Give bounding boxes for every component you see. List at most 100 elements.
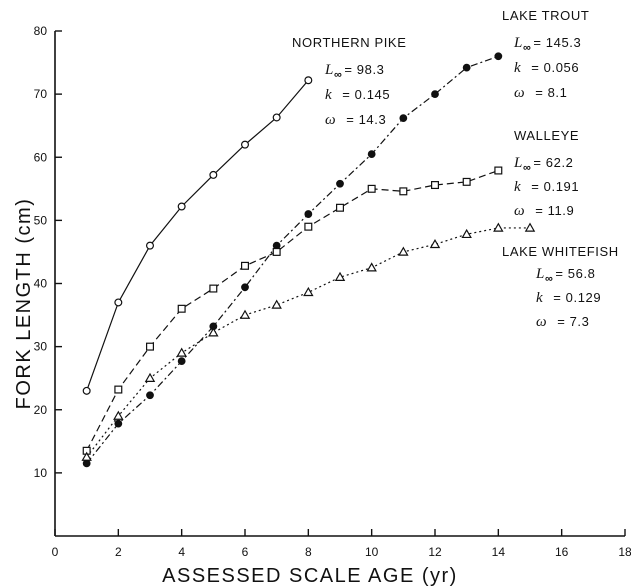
- walleye-point: [114, 385, 123, 394]
- x-axis-title: ASSESSED SCALE AGE (yr): [162, 565, 458, 587]
- lake-trout-point: [431, 90, 439, 99]
- param-symbol: ω: [325, 112, 336, 128]
- param-value: = 0.129: [553, 290, 601, 305]
- northern-pike-point: [272, 113, 281, 122]
- northern-pike-label: NORTHERN PIKE: [292, 35, 406, 50]
- param-value: = 8.1: [535, 85, 567, 100]
- lake-whitefish-point: [144, 372, 156, 382]
- lake-whitefish-point: [176, 347, 187, 357]
- lake-whitefish-point: [334, 271, 346, 281]
- lake-trout-param: ω = 8.1: [514, 85, 567, 101]
- param-symbol: ω: [536, 314, 547, 330]
- walleye-label: WALLEYE: [514, 128, 579, 143]
- northern-pike-param: L∞ = 98.3: [324, 62, 385, 81]
- lake-trout-point: [114, 419, 123, 428]
- lake-trout-point: [399, 114, 408, 123]
- northern-pike-param: k = 0.145: [325, 87, 390, 103]
- param-symbol: k: [536, 290, 543, 306]
- lake-whitefish-point: [398, 246, 409, 256]
- param-value: = 0.145: [342, 87, 390, 102]
- lake-trout-point: [462, 63, 471, 72]
- lake-whitefish-point: [239, 309, 251, 319]
- walleye-param: k = 0.191: [514, 179, 579, 195]
- x-tick-label: 2: [115, 545, 122, 559]
- param-value: = 145.3: [533, 35, 581, 50]
- param-value: = 0.191: [531, 179, 579, 194]
- lake-trout-point: [177, 357, 186, 366]
- param-subscript: ∞: [334, 69, 342, 81]
- lake-trout-point: [336, 179, 344, 188]
- walleye-point: [431, 181, 440, 190]
- param-symbol: L: [535, 266, 545, 282]
- lake-whitefish-point: [113, 410, 124, 420]
- lake-whitefish-param: ω = 7.3: [536, 314, 589, 330]
- lake-trout-label: LAKE TROUT: [502, 8, 589, 23]
- northern-pike-point: [82, 386, 91, 395]
- lake-whitefish-line: [86, 227, 530, 458]
- y-axis-title: FORK LENGTH (cm): [13, 198, 35, 410]
- northern-pike-point: [241, 140, 250, 149]
- param-symbol: ω: [514, 85, 525, 101]
- walleye-point: [399, 187, 408, 196]
- param-symbol: k: [514, 60, 521, 76]
- lake-whitefish-param: L∞ = 56.8: [535, 266, 596, 285]
- northern-pike-param: ω = 14.3: [325, 112, 386, 128]
- walleye-point: [177, 304, 186, 313]
- walleye-point: [367, 184, 376, 193]
- lake-whitefish-point: [271, 299, 282, 309]
- y-tick-label: 80: [34, 24, 48, 38]
- y-tick-label: 50: [34, 213, 48, 227]
- lake-trout-line: [86, 55, 499, 464]
- northern-pike-point: [177, 202, 186, 211]
- walleye-point: [146, 342, 155, 351]
- x-tick-label: 16: [555, 545, 569, 559]
- lake-whitefish-param: k = 0.129: [536, 290, 601, 306]
- param-value: = 98.3: [344, 62, 384, 77]
- walleye-point: [336, 203, 345, 212]
- x-tick-label: 12: [428, 545, 442, 559]
- lake-whitefish-point: [366, 262, 377, 272]
- y-tick-label: 10: [34, 466, 48, 480]
- param-symbol: ω: [514, 203, 525, 219]
- lake-whitefish-label: LAKE WHITEFISH: [502, 244, 619, 259]
- y-tick-label: 30: [34, 340, 48, 354]
- x-tick-label: 8: [305, 545, 312, 559]
- lake-trout-point: [146, 391, 154, 400]
- x-tick-label: 0: [52, 545, 59, 559]
- lake-whitefish-point: [461, 228, 472, 239]
- northern-pike-point: [114, 298, 123, 307]
- northern-pike-point: [304, 76, 313, 85]
- lake-whitefish-point: [493, 222, 504, 232]
- lake-whitefish-point: [303, 286, 314, 297]
- lake-trout-point: [304, 210, 313, 218]
- walleye-point: [272, 247, 281, 256]
- northern-pike-point: [209, 170, 218, 179]
- walleye-point: [494, 166, 503, 175]
- lake-trout-param: L∞ = 145.3: [513, 35, 581, 54]
- walleye-point: [462, 177, 471, 186]
- y-tick-label: 70: [34, 87, 48, 101]
- northern-pike-point: [146, 241, 155, 250]
- northern-pike-line: [86, 79, 309, 392]
- walleye-point: [209, 284, 218, 293]
- lake-whitefish-point: [81, 451, 92, 461]
- lake-whitefish-point: [429, 238, 441, 249]
- param-subscript: ∞: [523, 42, 531, 54]
- lake-trout-param: k = 0.056: [514, 60, 579, 76]
- param-value: = 7.3: [557, 314, 589, 329]
- param-symbol: L: [513, 155, 523, 171]
- x-tick-label: 14: [492, 545, 506, 559]
- y-tick-label: 40: [34, 277, 48, 291]
- x-tick-label: 4: [178, 545, 185, 559]
- x-tick-label: 10: [365, 545, 379, 559]
- param-symbol: k: [514, 179, 521, 195]
- walleye-point: [241, 261, 250, 270]
- x-tick-label: 18: [618, 545, 631, 559]
- lake-whitefish-point: [524, 222, 536, 232]
- lake-trout-point: [367, 150, 376, 158]
- lake-trout-point: [82, 459, 91, 468]
- param-subscript: ∞: [545, 273, 553, 285]
- y-tick-label: 20: [34, 403, 48, 417]
